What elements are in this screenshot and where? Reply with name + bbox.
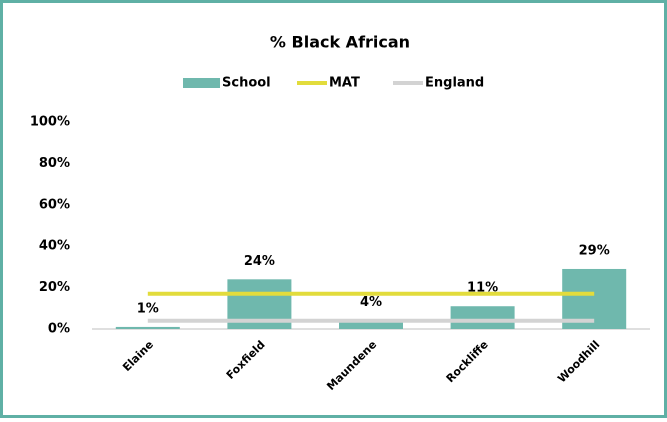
bar	[339, 320, 403, 329]
data-label: 4%	[360, 295, 382, 310]
y-tick-label: 60%	[39, 197, 70, 212]
legend-label: England	[425, 76, 484, 91]
data-label: 1%	[137, 301, 159, 316]
legend-swatch	[183, 78, 220, 88]
bar	[450, 306, 515, 329]
y-tick-label: 80%	[39, 156, 70, 171]
data-label: 29%	[579, 243, 610, 258]
y-tick-label: 20%	[39, 280, 70, 295]
data-label: 24%	[244, 254, 275, 269]
chart-title: % Black African	[270, 33, 410, 52]
legend-label: School	[222, 76, 271, 91]
y-tick-label: 100%	[30, 115, 70, 130]
y-tick-label: 0%	[48, 322, 70, 337]
legend-label: MAT	[329, 76, 360, 91]
bar	[115, 326, 180, 329]
y-tick-label: 40%	[39, 239, 70, 254]
